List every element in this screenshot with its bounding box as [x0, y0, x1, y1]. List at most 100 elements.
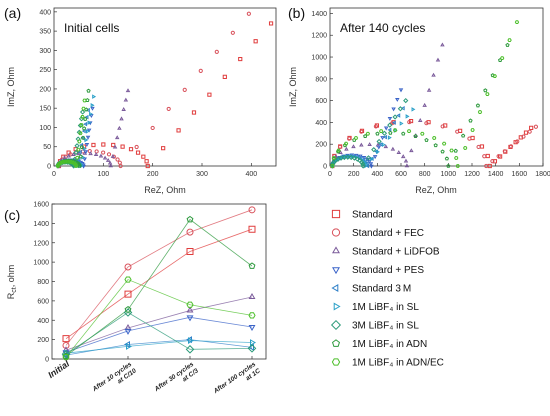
panel-a-point [110, 154, 116, 158]
panel-a-point [83, 121, 88, 127]
panel-b-point [391, 107, 396, 112]
panel-b-point [499, 56, 505, 61]
panel-b-point [365, 163, 370, 169]
panel-c-point [124, 328, 132, 335]
panel-a-point [161, 146, 166, 151]
panel-b-point [383, 134, 387, 140]
panel-b-point [406, 129, 412, 133]
legend: Standard Standard + FEC Standard + LiDFOB S… [330, 210, 444, 369]
legend-label: Standard + FEC [352, 228, 424, 239]
panel-a-point [80, 114, 85, 119]
panel-b-point [479, 144, 485, 149]
panel-a-marks [55, 11, 274, 169]
panel-c-point [124, 290, 132, 298]
panel-c-series-line [65, 228, 253, 339]
panel-c-category-label: After 30 cyclesat C/3 [153, 361, 200, 400]
panel-a-point [62, 155, 67, 160]
panel-a-point [79, 144, 84, 150]
panel-a-point [166, 106, 171, 112]
panel-c-category-label: After 10 cyclesat C/10 [91, 361, 138, 400]
panel-a-point [176, 128, 181, 133]
panel-b-point [345, 154, 351, 160]
panel-b-point [388, 130, 393, 135]
legend-label: Standard [352, 210, 393, 221]
panel-c-point [186, 247, 194, 255]
panel-a-point [90, 106, 95, 111]
panel-c-ytick-label: 200 [37, 337, 49, 344]
panel-c-category-label-line: Initial [46, 358, 71, 380]
panel-b-point [426, 120, 431, 125]
panel-b-point [337, 144, 343, 150]
panel-c-letter: (c) [4, 207, 20, 223]
panel-a-point [74, 143, 80, 149]
panel-a-ytick-label: 350 [39, 29, 51, 36]
panel-a-point [84, 114, 89, 120]
panel-a-point [78, 131, 83, 136]
panel-a-point [119, 116, 124, 121]
panel-a-point [86, 128, 92, 133]
panel-a-point [108, 163, 113, 168]
panel-a-point [77, 162, 82, 167]
panel-b-point [368, 162, 374, 167]
panel-a-point [253, 39, 258, 44]
panel-a-point [207, 92, 212, 97]
panel-b-point [405, 114, 410, 119]
legend-marker [332, 246, 340, 254]
panel-b-point [446, 163, 451, 168]
panel-b-series-standard-lidfob [330, 42, 445, 168]
panel-a-point [73, 149, 79, 156]
legend-item: 1M LiBF₄ in ADN [331, 339, 427, 350]
panel-b-point [378, 129, 384, 133]
panel-c-point [248, 312, 256, 319]
panel-b-point [387, 117, 393, 121]
panel-c-ytick-label: 400 [37, 318, 49, 325]
panel-b-point [420, 131, 425, 136]
panel-b-point [463, 146, 468, 150]
panel-b-point [404, 163, 410, 168]
legend-item: Standard 3 M [331, 284, 411, 295]
panel-c-ytick-label: 1400 [33, 221, 49, 228]
panel-b-point [391, 120, 396, 125]
panel-a-point [91, 142, 96, 148]
panel-a-point [101, 142, 106, 147]
panel-b-point [485, 153, 490, 159]
panel-b-ytick-label: 200 [315, 142, 327, 149]
panel-c-ytick-label: 800 [37, 279, 49, 286]
panel-a-point [86, 88, 91, 93]
panel-c-point [62, 335, 70, 343]
panel-b-point [365, 131, 371, 136]
panel-b-point [392, 114, 398, 120]
panel-b-point [440, 42, 445, 47]
panel-a-point [191, 110, 197, 115]
panel-b-point [449, 148, 454, 153]
panel-a-point [73, 163, 79, 167]
panel-a-point [71, 152, 76, 156]
panel-b-point [369, 164, 374, 169]
panel-a-inset-title: Initial cells [64, 21, 119, 35]
panel-c-point [186, 306, 194, 313]
panel-c-ytick-label: 600 [37, 298, 49, 305]
panel-b-series-1m-libf4-in-adn-ec [330, 20, 520, 168]
panel-b-point [514, 20, 520, 25]
panel-c-point [248, 225, 256, 233]
legend-item: Standard + LiDFOB [332, 246, 440, 258]
legend-item: Standard + FEC [331, 228, 424, 239]
panel-b-point [343, 141, 349, 146]
panel-a-point [123, 97, 129, 102]
panel-c-point [62, 352, 70, 360]
panel-a: (a) Initial cells 0 100 200 300 400 0 50 100 150… [4, 5, 277, 195]
panel-a-point [182, 87, 187, 92]
panel-b-point [348, 154, 354, 161]
panel-c-point [62, 353, 70, 361]
panel-b-point [470, 135, 475, 141]
panel-a-point [214, 49, 219, 54]
panel-c-point [185, 345, 195, 354]
panel-b-series-1m-libf4-in-adn [330, 42, 510, 168]
panel-b-point [387, 122, 393, 128]
panel-b-point [409, 148, 414, 153]
panel-c-series-line [65, 209, 253, 346]
panel-b-point [374, 123, 380, 128]
panel-c-ylabel-sub: ct [11, 287, 18, 293]
legend-item: Standard [331, 210, 393, 221]
